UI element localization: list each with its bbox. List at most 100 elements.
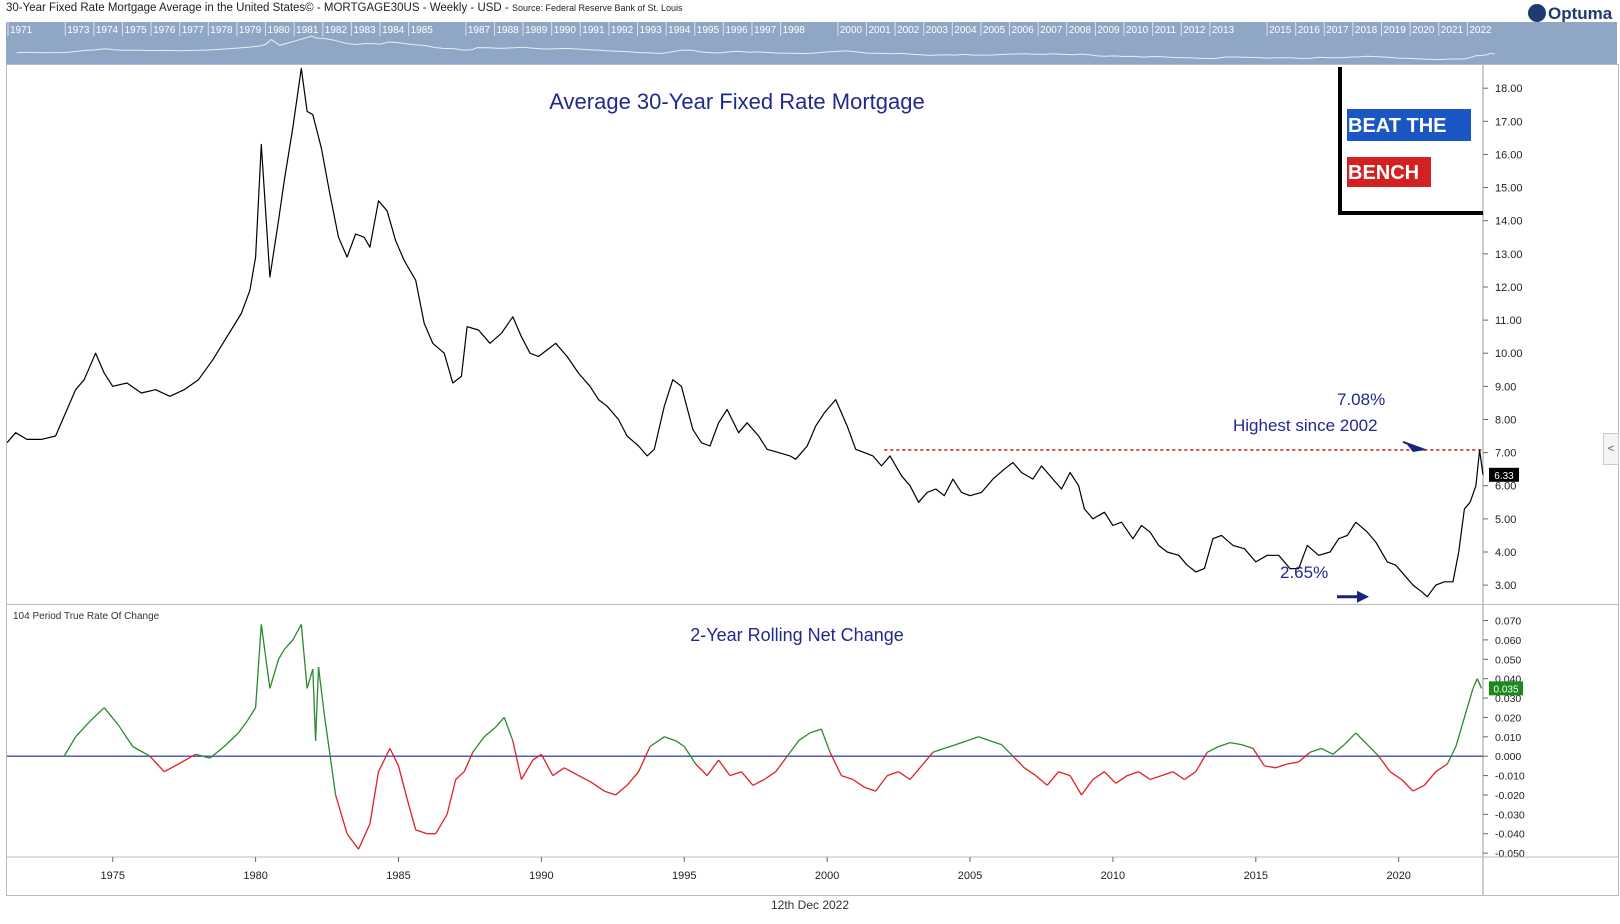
- y-tick-label: 7.00: [1495, 448, 1516, 460]
- roc-y-tick-label: 0.020: [1495, 712, 1521, 724]
- navigator-year-1981: 1981: [296, 25, 319, 36]
- roc-segment: [455, 771, 465, 780]
- roc-segment: [1103, 771, 1117, 784]
- roc-y-tick-label: -0.020: [1495, 790, 1525, 802]
- roc-segment: [317, 666, 325, 714]
- roc-segment: [63, 736, 77, 757]
- navigator-year-1976: 1976: [153, 25, 176, 36]
- mortgage-rate-line: [6, 67, 1484, 598]
- roc-segment: [1423, 771, 1437, 786]
- y-tick-label: 17.00: [1495, 116, 1523, 128]
- annotation-2-65: 2.65%: [1280, 563, 1328, 582]
- roc-y-tick-label: -0.040: [1495, 829, 1525, 841]
- roc-segment: [117, 724, 134, 747]
- roc-segment: [966, 736, 979, 742]
- roc-segment: [209, 745, 225, 759]
- roc-segment: [260, 624, 271, 689]
- y-tick-label: 11.00: [1495, 315, 1522, 327]
- y-tick-label: 9.00: [1495, 381, 1516, 393]
- last-price-tag: [1489, 467, 1519, 482]
- roc-segment: [89, 707, 105, 722]
- badge-line1: BEAT THE: [1348, 115, 1447, 137]
- roc-segment: [1046, 771, 1060, 786]
- roc-segment: [638, 746, 651, 772]
- navigator-year-2020: 2020: [1412, 25, 1435, 36]
- roc-segment: [1343, 732, 1357, 746]
- navigator-year-1993: 1993: [640, 25, 663, 36]
- roc-y-tick-label: -0.050: [1495, 848, 1525, 860]
- roc-segment: [277, 649, 285, 660]
- roc-segment: [955, 740, 968, 746]
- navigator-year-1975: 1975: [124, 25, 147, 36]
- roc-segment: [1287, 761, 1299, 765]
- roc-segment: [921, 751, 934, 767]
- last-price-value: 6.33: [1494, 471, 1514, 482]
- roc-segment: [604, 790, 616, 796]
- roc-segment: [1412, 784, 1425, 792]
- timeline-navigator[interactable]: 1971 1973 1974 1975 1976 1977 1978 1979 1980 1981…: [6, 22, 1617, 64]
- roc-segment: [1035, 775, 1048, 786]
- roc-segment: [1149, 774, 1162, 781]
- roc-segment: [495, 716, 505, 728]
- roc-chart-panel[interactable]: 104 Period True Rate Of Change 2-Year Rol…: [6, 604, 1619, 896]
- roc-segment: [1378, 755, 1391, 773]
- roc-segment: [1115, 775, 1128, 784]
- roc-segment: [178, 753, 196, 765]
- roc-segment: [578, 775, 591, 782]
- roc-segment: [1080, 779, 1094, 796]
- roc-segment: [1241, 743, 1254, 750]
- roc-segment: [649, 736, 665, 748]
- x-tick-label: 2000: [815, 870, 839, 882]
- x-tick-label: 1980: [243, 870, 267, 882]
- roc-segment: [898, 771, 911, 781]
- roc-segment: [829, 752, 842, 776]
- x-tick-label: 1985: [386, 870, 410, 882]
- y-tick-label: 12.00: [1495, 282, 1523, 294]
- roc-segment: [589, 780, 605, 792]
- navigator-year-1988: 1988: [496, 25, 519, 36]
- indicator-label: 104 Period True Rate Of Change: [13, 611, 160, 622]
- price-chart-panel[interactable]: 3.00 4.00 5.00 6.00 7.00 8.00 9.00 10.00 11.00 12…: [6, 64, 1619, 606]
- roc-segment: [820, 728, 831, 753]
- navigator-year-2021: 2021: [1441, 25, 1464, 36]
- roc-segment: [1069, 775, 1083, 796]
- navigator-year-1992: 1992: [611, 25, 634, 36]
- chart-date: 12th Dec 2022: [770, 898, 850, 912]
- y-tick-label: 4.00: [1495, 547, 1516, 559]
- x-tick-label: 1990: [529, 870, 553, 882]
- navigator-year-2018: 2018: [1355, 25, 1378, 36]
- roc-segment: [615, 784, 628, 796]
- roc-segment: [786, 740, 800, 757]
- roc-segment: [1389, 771, 1402, 781]
- navigator-year-2011: 2011: [1155, 25, 1177, 36]
- roc-y-tick-label: 0.070: [1495, 616, 1521, 628]
- annotation-7-08: 7.08%: [1337, 390, 1385, 409]
- roc-segment: [283, 639, 294, 651]
- navigator-year-1995: 1995: [697, 25, 720, 36]
- y-tick-label: 18.00: [1495, 83, 1523, 95]
- roc-segment: [1401, 779, 1414, 792]
- navigator-strip[interactable]: 1971 1973 1974 1975 1976 1977 1978 1979 1980 1981…: [6, 22, 1617, 64]
- roc-segment: [1366, 744, 1380, 757]
- roc-segment: [483, 726, 497, 738]
- roc-segment: [729, 771, 742, 777]
- roc-segment: [763, 771, 777, 781]
- navigator-year-1984: 1984: [382, 25, 405, 36]
- collapse-panel-button[interactable]: <: [1603, 433, 1619, 465]
- roc-segment: [406, 798, 417, 831]
- y-tick-label: 13.00: [1495, 249, 1523, 261]
- price-chart[interactable]: 3.00 4.00 5.00 6.00 7.00 8.00 9.00 10.00 11.00 12…: [6, 65, 1618, 605]
- roc-segment: [740, 771, 754, 786]
- navigator-year-2016: 2016: [1298, 25, 1321, 36]
- roc-chart[interactable]: 104 Period True Rate Of Change 2-Year Rol…: [7, 605, 1618, 895]
- navigator-year-2004: 2004: [954, 25, 977, 36]
- optuma-logo: Optuma: [1528, 4, 1612, 24]
- navigator-year-2006: 2006: [1012, 25, 1035, 36]
- navigator-year-2019: 2019: [1384, 25, 1407, 36]
- roc-segment: [323, 713, 337, 796]
- roc-segment: [1472, 678, 1478, 689]
- roc-segment: [864, 786, 876, 792]
- roc-segment: [563, 767, 579, 777]
- roc-segment: [1321, 747, 1334, 755]
- roc-segment: [1126, 771, 1139, 777]
